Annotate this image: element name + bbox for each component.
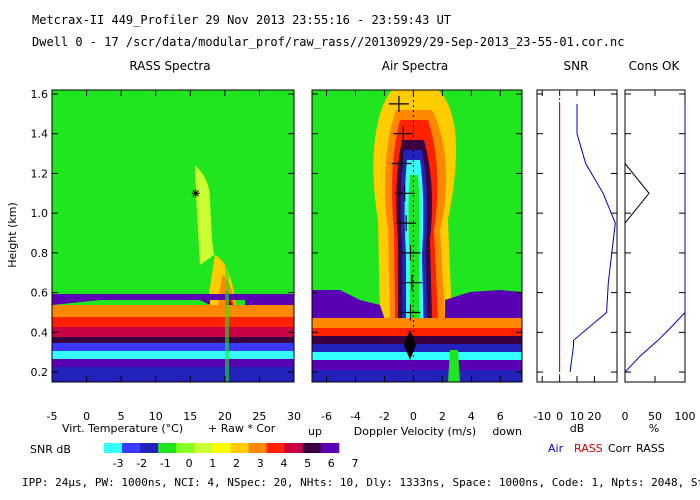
rass-frame: [51, 89, 295, 383]
air-x-tick-label: -4: [350, 410, 361, 423]
air-down-note: down: [492, 425, 522, 438]
y-tick-label: 1.0: [31, 207, 49, 220]
rass-x-tick-label: 0: [83, 410, 90, 423]
snr-x-tick-label: 20: [587, 410, 601, 423]
air-x-tick-label: 0: [410, 410, 417, 423]
colorbar-swatch: [104, 443, 123, 453]
raw-point: [391, 155, 412, 172]
snr-xlabel: dB: [570, 422, 585, 435]
colorbar-tick-label: -3: [113, 457, 124, 470]
air-x-tick-label: 2: [439, 410, 446, 423]
legend-corr: Corr: [608, 442, 632, 455]
rass-x-tick-label: 25: [252, 410, 266, 423]
raw-point: [400, 304, 421, 321]
rass-xlabel: Virt. Temperature (°C): [62, 422, 183, 435]
snr-x-tick-label: -10: [533, 410, 551, 423]
air-x-tick-label: 4: [468, 410, 475, 423]
rass-heatmap: [52, 90, 294, 382]
colorbar-swatch: [230, 443, 249, 453]
air-xlabel: Doppler Velocity (m/s): [354, 425, 476, 438]
y-tick-label: 0.8: [31, 247, 49, 260]
y-tick-label: 1.6: [31, 88, 49, 101]
legend-rass: RASS: [574, 442, 603, 455]
colorbar-tick-label: 1: [209, 457, 216, 470]
colorbar-tick-label: 3: [257, 457, 264, 470]
air-x-tick-label: -6: [321, 410, 332, 423]
colorbar: -3 -2 -1 0 1 2 3 4 5 6 7: [104, 443, 359, 470]
rass-x-tick-label: 15: [183, 410, 197, 423]
raw-point: [401, 274, 422, 291]
y-tick-label: 0.4: [31, 326, 49, 339]
colorbar-swatch: [284, 443, 304, 453]
y-tick-label: 0.6: [31, 287, 49, 300]
colorbar-swatch: [158, 443, 177, 453]
colorbar-tick-label: 4: [280, 457, 287, 470]
colorbar-tick-label: 7: [352, 457, 359, 470]
raw-point: [394, 185, 415, 202]
chart-axes-group: 0.20.40.60.81.01.21.41.6-5 0 5 10 15 20 25 30 -6…: [31, 88, 696, 423]
colorbar-swatch: [122, 443, 141, 453]
header-line1: Metcrax-II 449_Profiler 29 Nov 2013 23:5…: [32, 13, 451, 27]
snr-x-tick-label: 0: [556, 410, 563, 423]
colorbar-tick-label: 5: [304, 457, 311, 470]
air-title: Air Spectra: [382, 59, 449, 73]
colorbar-tick-label: 0: [186, 457, 193, 470]
colorbar-swatch: [266, 443, 286, 453]
colorbar-tick-label: -2: [136, 457, 147, 470]
air-heatmap: [312, 90, 522, 382]
colorbar-tick-label: 2: [233, 457, 240, 470]
air-x-tick-label: 6: [497, 410, 504, 423]
air-up-note: up: [308, 425, 322, 438]
footer-params: IPP: 24µs, PW: 1000ns, NCI: 4, NSpec: 20…: [22, 476, 700, 489]
y-tick-label: 1.2: [31, 167, 49, 180]
rass-x-tick-label: 20: [218, 410, 232, 423]
legend-air: Air: [548, 442, 564, 455]
air-frame: [311, 89, 523, 383]
colorbar-tick-label: -1: [160, 457, 171, 470]
y-tick-label: 1.4: [31, 128, 49, 141]
cons-series-air: [624, 103, 686, 373]
rass-xlabel-extra: + Raw * Cor: [208, 422, 276, 435]
cons-x-tick-label: 50: [648, 410, 662, 423]
colorbar-tick-label: 6: [328, 457, 335, 470]
legend-corr-rass: RASS: [636, 442, 665, 455]
raw-point: [400, 244, 421, 261]
cons-xlabel: %: [649, 422, 659, 435]
cons-x-tick-label: 100: [675, 410, 696, 423]
colorbar-swatch: [248, 443, 268, 453]
colorbar-label: SNR dB: [30, 443, 71, 456]
rass-x-tick-label: -5: [47, 410, 58, 423]
rass-ylabel: Height (km): [6, 202, 19, 268]
snr-title: SNR: [564, 59, 589, 73]
cor-point: [191, 189, 200, 198]
colorbar-swatch: [176, 443, 195, 453]
colorbar-swatch: [212, 443, 231, 453]
colorbar-swatch: [320, 443, 340, 453]
cons-frame: [624, 89, 686, 383]
rass-x-tick-label: 10: [149, 410, 163, 423]
cons-series-rass: [624, 163, 650, 224]
colorbar-swatch: [302, 443, 322, 453]
y-tick-label: 0.2: [31, 366, 49, 379]
colorbar-swatch: [194, 443, 213, 453]
raw-point: [388, 95, 409, 112]
header-line2: Dwell 0 - 17 /scr/data/modular_prof/raw_…: [32, 35, 624, 49]
raw-point: [396, 215, 417, 232]
air-x-tick-label: -2: [379, 410, 390, 423]
rass-x-tick-label: 5: [118, 410, 125, 423]
snr-x-tick-label: 10: [570, 410, 584, 423]
cons-x-tick-label: 0: [622, 410, 629, 423]
rass-x-tick-label: 30: [287, 410, 301, 423]
rass-title: RASS Spectra: [129, 59, 210, 73]
colorbar-swatch: [140, 443, 159, 453]
raw-point: [393, 125, 414, 142]
snr-series-air: [569, 103, 616, 373]
cons-title: Cons OK: [629, 59, 681, 73]
